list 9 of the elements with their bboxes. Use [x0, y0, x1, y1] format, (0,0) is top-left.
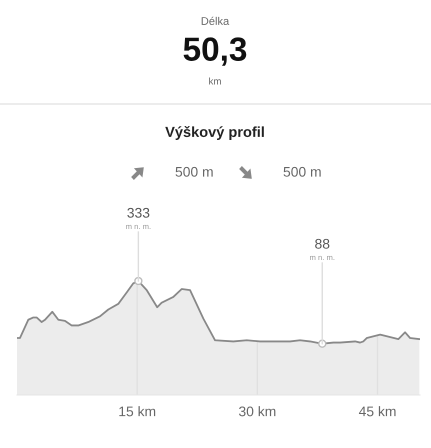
text: 500 m [284, 166, 321, 177]
text: 50,3 [184, 37, 246, 66]
chart-title: Výškový profil [165, 126, 264, 140]
x-tick-label: 45 km [358, 406, 396, 416]
text: Délka [202, 16, 230, 25]
text: 500 m [176, 166, 213, 177]
text: km [209, 77, 221, 85]
x-tick-label: 30 km [238, 406, 276, 416]
x-tick-label: 15 km [119, 406, 156, 416]
